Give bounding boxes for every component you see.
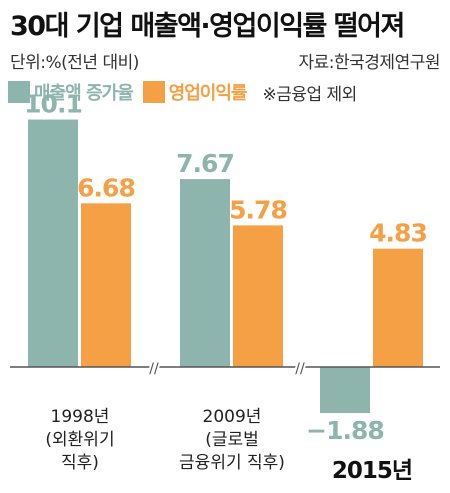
axis-break-marker-1: //	[295, 361, 305, 377]
chart-title: 30대 기업 매출액·영업이익률 떨어져	[10, 11, 405, 42]
legend-swatch-sales	[8, 81, 30, 103]
category-label-0-line-0: 1998년	[51, 407, 110, 427]
legend-label-sales: 매출액 증가율	[34, 83, 134, 104]
bar-margin-2	[373, 248, 423, 367]
axis-break-marker-0: //	[149, 361, 159, 377]
bar-margin-1	[233, 225, 283, 367]
category-label-1-line-2: 금융위기 직후)	[179, 453, 285, 473]
bar-sales-1	[180, 179, 230, 367]
legend-swatch-margin	[142, 81, 165, 103]
value-label-sales-2: −1.88	[306, 416, 384, 445]
legend: 매출액 증가율 영업이익률 ※금융업 제외	[8, 79, 357, 105]
value-label-sales-0: 10.1	[24, 90, 82, 119]
bar-sales-0	[28, 119, 78, 367]
category-label-0-line-2: 직후)	[61, 453, 99, 473]
category-label-1-line-1: (글로벌	[205, 430, 259, 450]
category-label-0-line-1: (외환위기	[45, 430, 114, 450]
category-label-1-line-0: 2009년	[203, 407, 262, 427]
unit-label: 단위:%(전년 대비)	[10, 53, 139, 73]
value-label-margin-0: 6.68	[77, 173, 135, 202]
category-label-2-line-0: 2015년	[332, 458, 412, 484]
source-label: 자료:한국경제연구원	[298, 53, 441, 73]
legend-label-margin: 영업이익률	[168, 83, 248, 104]
legend-item-sales: 매출액 증가율	[8, 79, 134, 105]
bar-sales-2	[320, 367, 370, 414]
value-label-margin-1: 5.78	[229, 195, 287, 224]
note-label: ※금융업 제외	[262, 84, 357, 105]
value-label-margin-2: 4.83	[369, 219, 427, 248]
value-label-sales-1: 7.67	[176, 149, 234, 178]
legend-item-margin: 영업이익률	[142, 79, 248, 105]
bar-margin-0	[81, 203, 131, 367]
